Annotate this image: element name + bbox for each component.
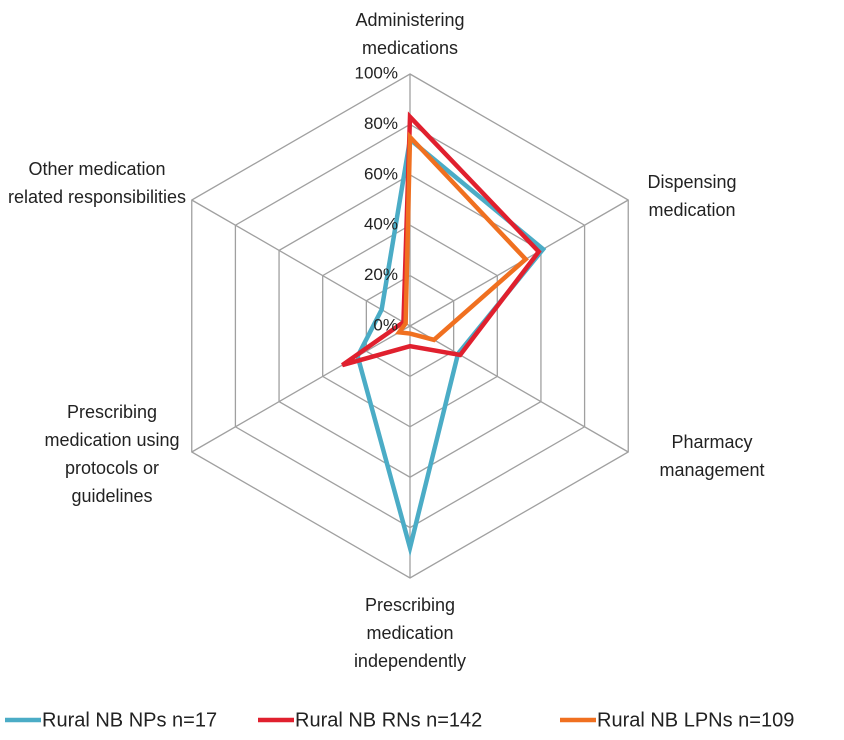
category-label: Other medication related responsibilitie… [7,159,187,207]
r-tick-label: 80% [364,114,398,133]
legend-label: Rural NB NPs n=17 [42,709,217,731]
spoke [409,325,629,453]
category-label: Dispensing medication [647,172,737,220]
r-tick-label: 100% [355,63,398,82]
category-label: Administering medications [355,10,465,58]
legend-label: Rural NB LPNs n=109 [597,709,794,731]
category-label: Pharmacy management [659,432,765,480]
legend-label: Rural NB RNs n=142 [295,709,482,731]
r-tick-label: 0% [373,315,398,334]
spoke [191,325,411,453]
r-tick-label: 20% [364,265,398,284]
r-tick-label: 60% [364,164,398,183]
category-label: Prescribing medication using protocols o… [44,402,180,506]
series-line [355,135,547,557]
r-tick-label: 40% [364,215,398,234]
category-label: Prescribing medication independently [353,595,467,671]
spoke [191,199,411,327]
series-line [394,131,529,343]
